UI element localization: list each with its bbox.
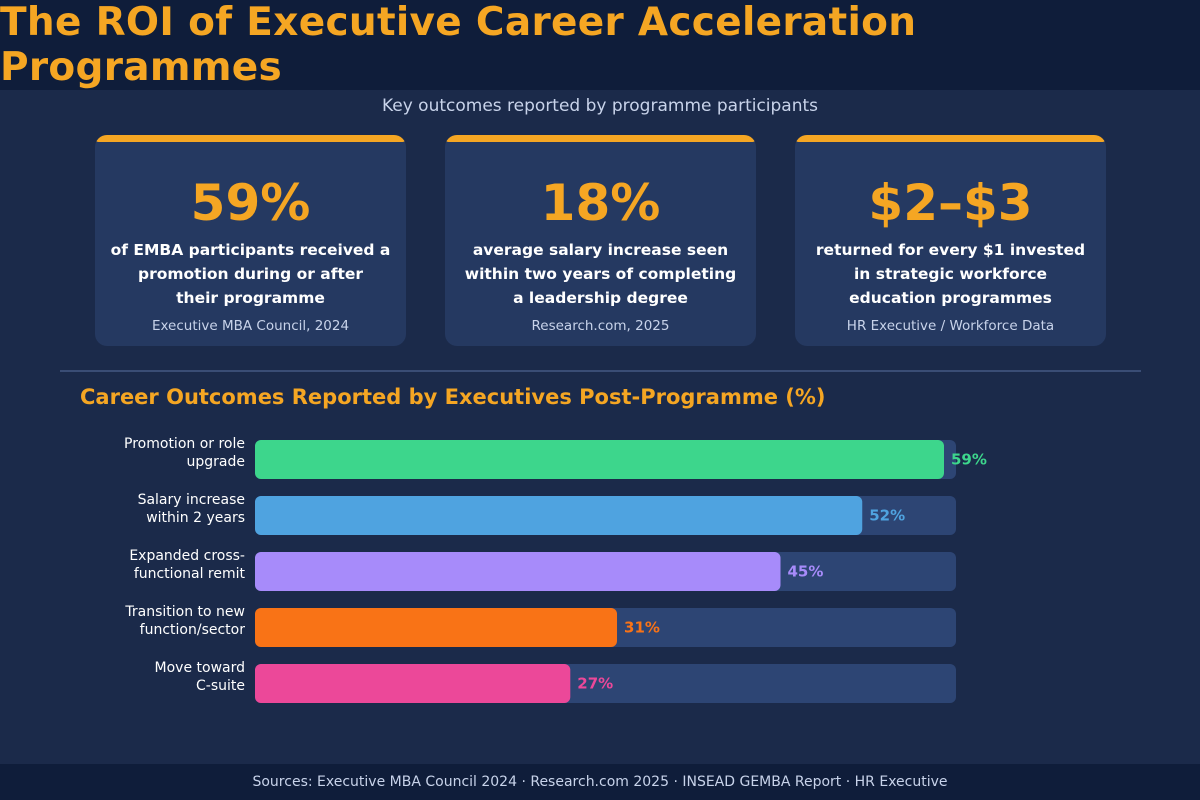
category-label: functional remit [134, 566, 246, 582]
stat-value: $2–$3 [868, 174, 1033, 232]
bar [255, 552, 781, 591]
bar-value-label: 59% [951, 451, 987, 469]
stat-description-line: of EMBA participants received a [110, 241, 391, 259]
stat-source: HR Executive / Workforce Data [846, 318, 1055, 334]
stat-value: 59% [190, 174, 311, 232]
header-bar: The ROI of Executive Career Acceleration… [0, 0, 1200, 90]
category-label: Move toward [155, 660, 245, 676]
category-label: C-suite [196, 678, 245, 694]
bar [255, 664, 571, 703]
category-label: Transition to new [124, 604, 245, 620]
card-accent-bar [95, 135, 406, 142]
stat-description-line: their programme [176, 289, 325, 307]
stat-description-line: in strategic workforce [853, 265, 1048, 283]
bar-chart: 59% Promotion or role upgrade 52% Salary inc… [124, 436, 987, 703]
bar [255, 440, 944, 479]
stat-description-line: within two years of completing [464, 265, 737, 283]
footer-sources: Sources: Executive MBA Council 2024 · Re… [0, 764, 1200, 800]
bar [255, 608, 618, 647]
bar-value-label: 45% [788, 563, 824, 581]
bar-value-label: 27% [577, 675, 613, 693]
category-label: Salary increase [138, 492, 245, 508]
stat-value: 18% [540, 174, 661, 232]
stat-source: Executive MBA Council, 2024 [151, 318, 350, 334]
bar [255, 496, 863, 535]
category-label: Promotion or role [124, 436, 245, 452]
stat-card-return: $2–$3 returned for every $1 invested in … [795, 135, 1106, 346]
card-accent-bar [445, 135, 756, 142]
chart-title: Career Outcomes Reported by Executives P… [80, 385, 826, 409]
stat-description-line: average salary increase seen [472, 241, 729, 259]
section-divider [60, 370, 1141, 372]
category-label: within 2 years [146, 510, 245, 526]
stat-description: average salary increase seen within two … [453, 238, 748, 310]
category-label: function/sector [140, 622, 246, 638]
stat-description-line: promotion during or after [137, 265, 364, 283]
stat-description: of EMBA participants received a promotio… [103, 238, 398, 310]
stat-card-promotion: 59% of EMBA participants received a prom… [95, 135, 406, 346]
card-accent-bar [795, 135, 1106, 142]
bar-value-label: 31% [624, 619, 660, 637]
page-title: The ROI of Executive Career Acceleration… [0, 0, 917, 90]
page-subtitle: Key outcomes reported by programme parti… [381, 96, 819, 116]
bar-value-label: 52% [869, 507, 905, 525]
stat-description: returned for every $1 invested in strate… [803, 238, 1098, 310]
stat-description-line: a leadership degree [513, 289, 688, 307]
category-label: upgrade [187, 454, 245, 470]
category-label: Expanded cross- [129, 548, 245, 564]
stat-description-line: education programmes [849, 289, 1052, 307]
stat-description-line: returned for every $1 invested [815, 241, 1086, 259]
stat-source: Research.com, 2025 [531, 318, 670, 334]
stat-card-salary: 18% average salary increase seen within … [445, 135, 756, 346]
